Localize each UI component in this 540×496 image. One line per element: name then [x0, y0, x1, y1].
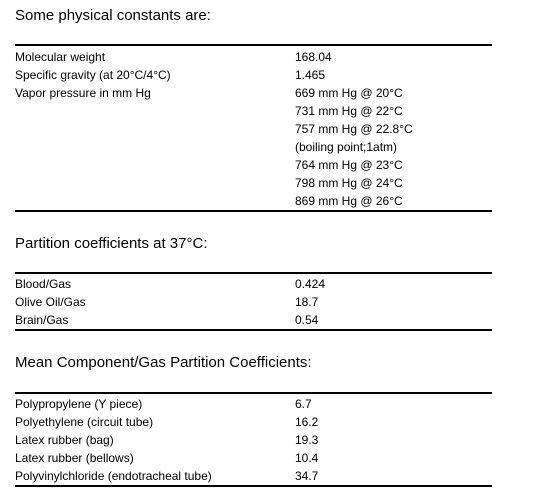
- row-value: 16.2: [295, 415, 319, 429]
- row-value: (boiling point;1atm): [295, 140, 398, 154]
- partition-table-bottom-rule: [15, 329, 492, 331]
- physical-row-vapor-pressure-24c: 798 mm Hg @ 24°C: [15, 174, 492, 192]
- row-value: 1.465: [295, 68, 326, 82]
- row-value: 669 mm Hg @ 20°C: [295, 86, 403, 100]
- mean-row-latex-bellows: Latex rubber (bellows) 10.4: [15, 449, 492, 467]
- physical-table-bottom-rule: [15, 210, 492, 212]
- mean-table-top-rule: [15, 392, 492, 394]
- partition-row-olive-oil-gas: Olive Oil/Gas 18.7: [15, 293, 492, 311]
- partition-row-blood-gas: Blood/Gas 0.424: [15, 275, 492, 293]
- row-value: 6.7: [295, 397, 312, 411]
- row-label: Specific gravity (at 20°C/4°C): [15, 68, 171, 82]
- physical-row-vapor-pressure-22c: 731 mm Hg @ 22°C: [15, 102, 492, 120]
- row-value: 0.54: [295, 313, 319, 327]
- row-label: Polypropylene (Y piece): [15, 397, 143, 411]
- row-label: Blood/Gas: [15, 277, 72, 291]
- row-value: 869 mm Hg @ 26°C: [295, 194, 403, 208]
- row-value: 10.4: [295, 451, 319, 465]
- row-label: Latex rubber (bellows): [15, 451, 134, 465]
- row-value: 34.7: [295, 469, 319, 483]
- row-label: Vapor pressure in mm Hg: [15, 86, 151, 100]
- physical-row-vapor-pressure-26c: 869 mm Hg @ 26°C: [15, 192, 492, 210]
- mean-row-polyethylene: Polyethylene (circuit tube) 16.2: [15, 413, 492, 431]
- mean-row-polyvinylchloride: Polyvinylchloride (endotracheal tube) 34…: [15, 467, 492, 485]
- row-value: 764 mm Hg @ 23°C: [295, 158, 403, 172]
- physical-table-top-rule: [15, 44, 492, 46]
- row-value: 168.04: [295, 50, 332, 64]
- row-label: Olive Oil/Gas: [15, 295, 86, 309]
- row-value: 0.424: [295, 277, 326, 291]
- row-label: Latex rubber (bag): [15, 433, 114, 447]
- physical-row-vapor-pressure-23c: 764 mm Hg @ 23°C: [15, 156, 492, 174]
- row-value: 19.3: [295, 433, 319, 447]
- row-value: 731 mm Hg @ 22°C: [295, 104, 403, 118]
- partition-row-brain-gas: Brain/Gas 0.54: [15, 311, 492, 329]
- row-label: Polyethylene (circuit tube): [15, 415, 154, 429]
- physical-row-vapor-pressure: Vapor pressure in mm Hg 669 mm Hg @ 20°C: [15, 84, 492, 102]
- mean-component-heading: Mean Component/Gas Partition Coefficient…: [15, 354, 312, 371]
- physical-constants-heading: Some physical constants are:: [15, 7, 211, 24]
- row-label: Molecular weight: [15, 50, 106, 64]
- row-value: 798 mm Hg @ 24°C: [295, 176, 403, 190]
- row-label: Brain/Gas: [15, 313, 69, 327]
- physical-row-boiling-point-note: (boiling point;1atm): [15, 138, 492, 156]
- partition-table-top-rule: [15, 272, 492, 274]
- mean-table-bottom-rule: [15, 485, 492, 487]
- row-value: 757 mm Hg @ 22.8°C: [295, 122, 413, 136]
- mean-row-latex-bag: Latex rubber (bag) 19.3: [15, 431, 492, 449]
- row-value: 18.7: [295, 295, 319, 309]
- mean-row-polypropylene: Polypropylene (Y piece) 6.7: [15, 395, 492, 413]
- partition-coefficients-heading: Partition coefficients at 37°C:: [15, 235, 208, 252]
- physical-row-molecular-weight: Molecular weight 168.04: [15, 48, 492, 66]
- row-label: Polyvinylchloride (endotracheal tube): [15, 469, 212, 483]
- physical-row-vapor-pressure-22-8c: 757 mm Hg @ 22.8°C: [15, 120, 492, 138]
- physical-row-specific-gravity: Specific gravity (at 20°C/4°C) 1.465: [15, 66, 492, 84]
